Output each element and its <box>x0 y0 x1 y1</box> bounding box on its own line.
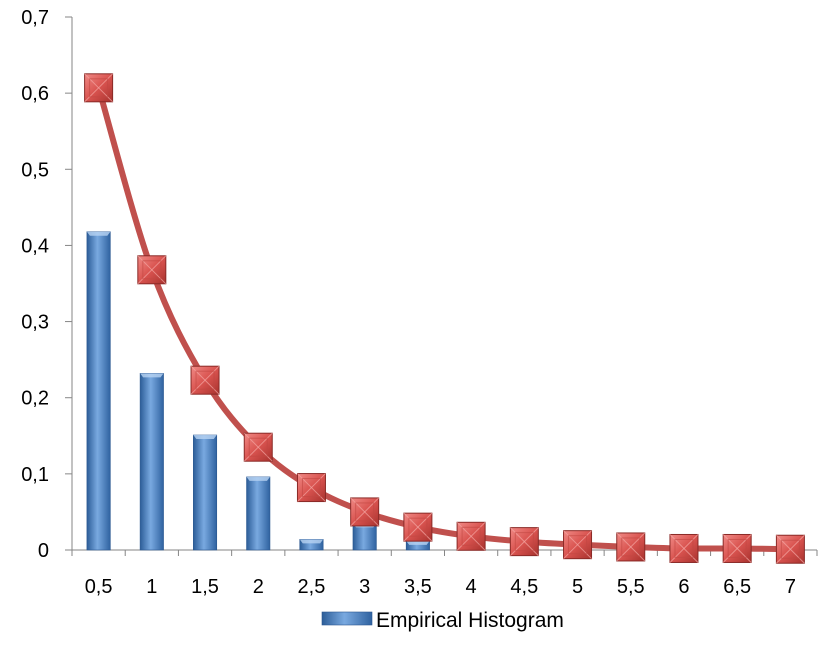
tick-labels: 0 0,1 0,2 0,3 0,4 0,5 0,6 0,7 0,5 1 1,5 2 2,5 3 3,5 4 4,… <box>21 7 796 598</box>
line-marker <box>296 473 326 503</box>
x-tick-label: 6,5 <box>723 576 751 598</box>
marker-inner <box>195 370 215 390</box>
marker-inner <box>621 537 641 557</box>
line-marker <box>350 497 380 527</box>
line-marker <box>84 73 114 103</box>
y-tick-label: 0,7 <box>21 7 49 29</box>
y-tick-label: 0,3 <box>21 312 49 334</box>
marker-inner <box>248 437 268 457</box>
bar-bevel <box>406 540 430 545</box>
line-marker <box>190 365 220 395</box>
x-tick-label: 1 <box>146 576 157 598</box>
x-tick-label: 3,5 <box>404 576 432 598</box>
x-tick-label: 0,5 <box>85 576 113 598</box>
x-tick-label: 5 <box>572 576 583 598</box>
line-marker <box>509 527 539 557</box>
marker-inner <box>727 538 747 558</box>
line-marker <box>616 532 646 562</box>
bar <box>193 434 218 551</box>
line-marker <box>456 521 486 551</box>
legend-label: Empirical Histogram <box>376 609 564 632</box>
x-tick-label: 4 <box>466 576 477 598</box>
line-marker <box>137 255 167 285</box>
x-tick-label: 5,5 <box>617 576 645 598</box>
bar-bevel <box>246 476 270 481</box>
x-tick-label: 7 <box>785 576 796 598</box>
legend: Empirical Histogram <box>321 609 564 632</box>
axes <box>65 16 818 556</box>
marker-inner <box>355 502 375 522</box>
y-tick-label: 0 <box>38 540 49 562</box>
marker-inner <box>568 535 588 555</box>
y-tick-label: 0,1 <box>21 464 49 486</box>
x-tick-label: 6 <box>678 576 689 598</box>
marker-inner <box>301 478 321 498</box>
marker-inner <box>408 517 428 537</box>
y-tick-label: 0,4 <box>21 235 49 257</box>
x-tick-label: 1,5 <box>191 576 219 598</box>
y-tick-label: 0,5 <box>21 159 49 181</box>
marker-inner <box>674 538 694 558</box>
bar <box>139 373 164 551</box>
line-series <box>84 73 805 564</box>
bar-bevel <box>193 435 217 440</box>
y-tick-label: 0,6 <box>21 83 49 105</box>
x-tick-label: 3 <box>359 576 370 598</box>
legend-swatch <box>321 611 373 626</box>
bar <box>86 231 111 551</box>
line-marker <box>403 512 433 542</box>
marker-inner <box>780 539 800 559</box>
x-tick-label: 4,5 <box>510 576 538 598</box>
x-tick-label: 2,5 <box>298 576 326 598</box>
marker-inner <box>461 526 481 546</box>
line-marker <box>243 432 273 462</box>
x-tick-label: 2 <box>253 576 264 598</box>
bar-series <box>86 231 430 551</box>
line-marker <box>563 530 593 560</box>
bar-bevel <box>140 373 164 378</box>
line-marker <box>775 534 805 564</box>
marker-inner <box>142 260 162 280</box>
bar-bevel <box>299 539 324 544</box>
line-marker <box>669 533 699 563</box>
bar <box>246 476 271 551</box>
y-tick-label: 0,2 <box>21 388 49 410</box>
marker-inner <box>89 78 109 98</box>
line-marker <box>722 533 752 563</box>
bar-bevel <box>86 231 111 236</box>
marker-inner <box>514 532 534 552</box>
